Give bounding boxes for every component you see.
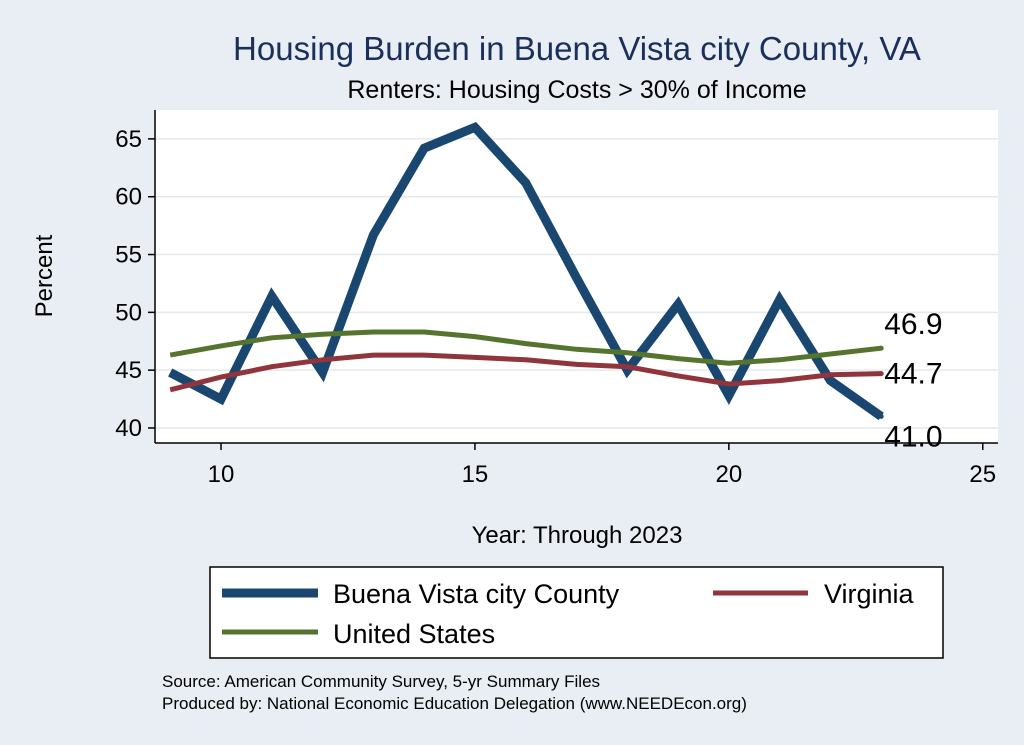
series-line-virginia bbox=[169, 352, 882, 393]
end-labels: 41.0 44.7 46.9 bbox=[884, 308, 942, 453]
series-line-buena-vista-city-county bbox=[168, 121, 884, 421]
x-axis-title: Year: Through 2023 bbox=[472, 522, 683, 549]
series-end-point-buena-vista-city-county bbox=[878, 413, 884, 419]
end-label-united-states: 46.9 bbox=[884, 308, 942, 341]
end-label-buena-vista-city-county: 41.0 bbox=[884, 420, 942, 453]
y-tick-label-65: 65 bbox=[115, 126, 142, 153]
series-line-united-states bbox=[169, 329, 882, 366]
legend-label-united-states: United States bbox=[333, 619, 495, 649]
series-lines bbox=[168, 121, 884, 421]
legend-box bbox=[209, 566, 944, 659]
y-tick-label-40: 40 bbox=[115, 415, 142, 442]
x-tick-label-20: 20 bbox=[715, 461, 742, 488]
legend-label-buena-vista: Buena Vista city County bbox=[333, 579, 620, 609]
y-tick-label-45: 45 bbox=[115, 357, 142, 384]
legend-label-virginia: Virginia bbox=[824, 579, 915, 609]
source-note: Source: American Community Survey, 5-yr … bbox=[162, 672, 600, 691]
chart-title: Housing Burden in Buena Vista city Count… bbox=[233, 30, 921, 67]
x-tick-label-15: 15 bbox=[462, 461, 489, 488]
y-tick-label-60: 60 bbox=[115, 184, 142, 211]
gridlines bbox=[155, 138, 998, 429]
legend: Buena Vista city County Virginia United … bbox=[209, 566, 944, 659]
x-tick-label-10: 10 bbox=[208, 461, 235, 488]
chart-subtitle: Renters: Housing Costs > 30% of Income bbox=[347, 76, 806, 104]
axes: 40 45 50 55 60 65 10 15 20 25 bbox=[115, 110, 998, 488]
y-tick-label-55: 55 bbox=[115, 242, 142, 269]
producer-note: Produced by: National Economic Education… bbox=[162, 694, 747, 713]
series-end-point-united-states bbox=[878, 345, 884, 351]
y-tick-label-50: 50 bbox=[115, 299, 142, 326]
end-label-virginia: 44.7 bbox=[884, 358, 942, 391]
series-end-point-virginia bbox=[878, 371, 884, 377]
x-tick-label-25: 25 bbox=[969, 461, 996, 488]
y-axis-title: Percent bbox=[31, 234, 58, 317]
